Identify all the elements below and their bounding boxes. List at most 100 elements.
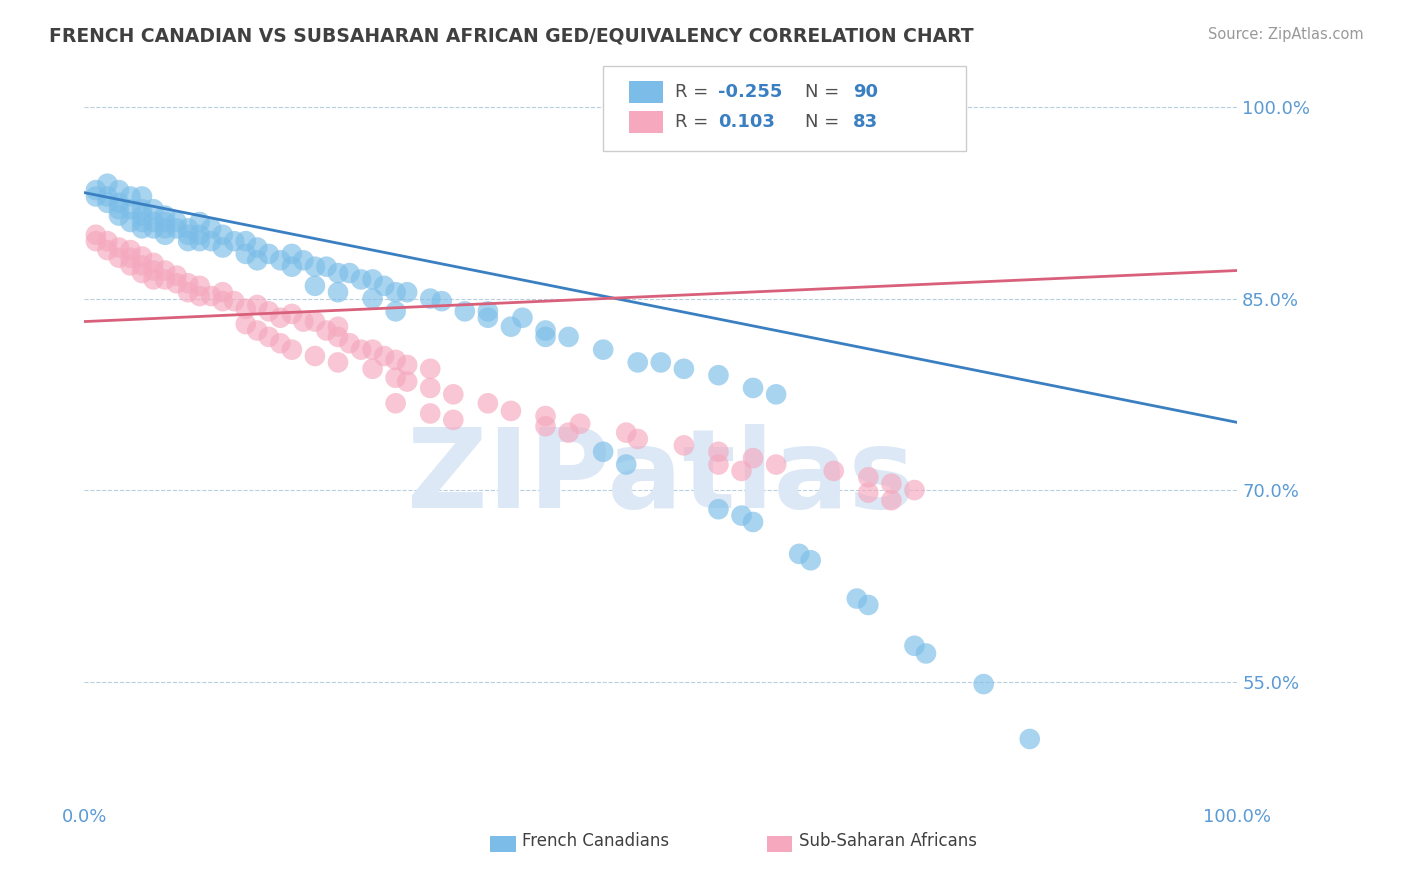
Point xyxy=(858,485,880,500)
Point xyxy=(350,343,373,357)
Text: ZIPatlas: ZIPatlas xyxy=(406,424,915,531)
Point xyxy=(326,285,349,300)
Text: N =: N = xyxy=(806,112,839,130)
Point xyxy=(477,396,499,410)
Point xyxy=(131,209,153,223)
Point xyxy=(257,330,280,344)
Point xyxy=(108,195,131,210)
Point xyxy=(419,381,441,395)
Point xyxy=(292,314,315,328)
Point xyxy=(200,234,222,248)
Point xyxy=(281,307,304,321)
Text: Source: ZipAtlas.com: Source: ZipAtlas.com xyxy=(1208,27,1364,42)
Point xyxy=(707,502,730,516)
Point xyxy=(131,259,153,273)
Point xyxy=(153,209,176,223)
Point xyxy=(742,515,765,529)
Point xyxy=(96,189,118,203)
Point xyxy=(96,243,118,257)
Text: R =: R = xyxy=(675,83,707,101)
Point xyxy=(477,304,499,318)
Point xyxy=(120,251,142,265)
Point xyxy=(512,310,534,325)
Point xyxy=(131,215,153,229)
Point xyxy=(84,183,107,197)
Point xyxy=(672,361,695,376)
Point xyxy=(235,234,257,248)
Point xyxy=(177,221,200,235)
Point xyxy=(903,639,925,653)
Point xyxy=(188,234,211,248)
Point xyxy=(973,677,995,691)
Point xyxy=(257,304,280,318)
Point xyxy=(257,247,280,261)
Point xyxy=(84,234,107,248)
Point xyxy=(707,458,730,472)
Point xyxy=(880,476,903,491)
Point xyxy=(361,343,384,357)
Point xyxy=(350,272,373,286)
Point xyxy=(800,553,823,567)
Point xyxy=(188,278,211,293)
Point xyxy=(534,324,557,338)
Point xyxy=(166,221,188,235)
Point xyxy=(153,263,176,277)
Point xyxy=(269,310,291,325)
Point xyxy=(235,317,257,331)
Point xyxy=(96,234,118,248)
Point xyxy=(787,547,810,561)
Text: Sub-Saharan Africans: Sub-Saharan Africans xyxy=(799,832,977,850)
Point xyxy=(188,289,211,303)
Point xyxy=(823,464,845,478)
Point xyxy=(430,294,453,309)
Text: R =: R = xyxy=(675,112,707,130)
Text: 90: 90 xyxy=(853,83,879,101)
Point xyxy=(326,266,349,280)
Point xyxy=(269,336,291,351)
Point xyxy=(153,215,176,229)
FancyBboxPatch shape xyxy=(766,836,792,853)
Point xyxy=(614,425,637,440)
Text: FRENCH CANADIAN VS SUBSAHARAN AFRICAN GED/EQUIVALENCY CORRELATION CHART: FRENCH CANADIAN VS SUBSAHARAN AFRICAN GE… xyxy=(49,27,974,45)
Point xyxy=(742,451,765,466)
Point xyxy=(142,202,165,217)
Point xyxy=(142,256,165,270)
Point xyxy=(153,272,176,286)
Point xyxy=(384,396,406,410)
Text: 83: 83 xyxy=(853,112,879,130)
Point xyxy=(142,272,165,286)
Point xyxy=(177,277,200,291)
Point xyxy=(120,189,142,203)
Text: -0.255: -0.255 xyxy=(718,83,783,101)
FancyBboxPatch shape xyxy=(628,81,664,103)
Point xyxy=(142,263,165,277)
Point xyxy=(96,177,118,191)
Point xyxy=(707,444,730,458)
Point xyxy=(153,221,176,235)
Point xyxy=(384,304,406,318)
Point xyxy=(246,253,269,268)
Point xyxy=(326,355,349,369)
Point xyxy=(166,268,188,283)
Point xyxy=(765,458,787,472)
Text: N =: N = xyxy=(806,83,839,101)
Point xyxy=(131,266,153,280)
Point xyxy=(361,361,384,376)
Point xyxy=(396,285,419,300)
Point xyxy=(627,432,650,446)
Point xyxy=(304,349,326,363)
Point xyxy=(569,417,592,431)
Point xyxy=(211,294,233,309)
Point xyxy=(650,355,672,369)
Point xyxy=(614,458,637,472)
Point xyxy=(166,215,188,229)
Point xyxy=(315,324,337,338)
Point xyxy=(281,343,304,357)
FancyBboxPatch shape xyxy=(491,836,516,853)
Point xyxy=(592,343,614,357)
Point xyxy=(131,202,153,217)
Point xyxy=(142,221,165,235)
Point xyxy=(211,240,233,254)
Point xyxy=(880,493,903,508)
Point xyxy=(326,319,349,334)
